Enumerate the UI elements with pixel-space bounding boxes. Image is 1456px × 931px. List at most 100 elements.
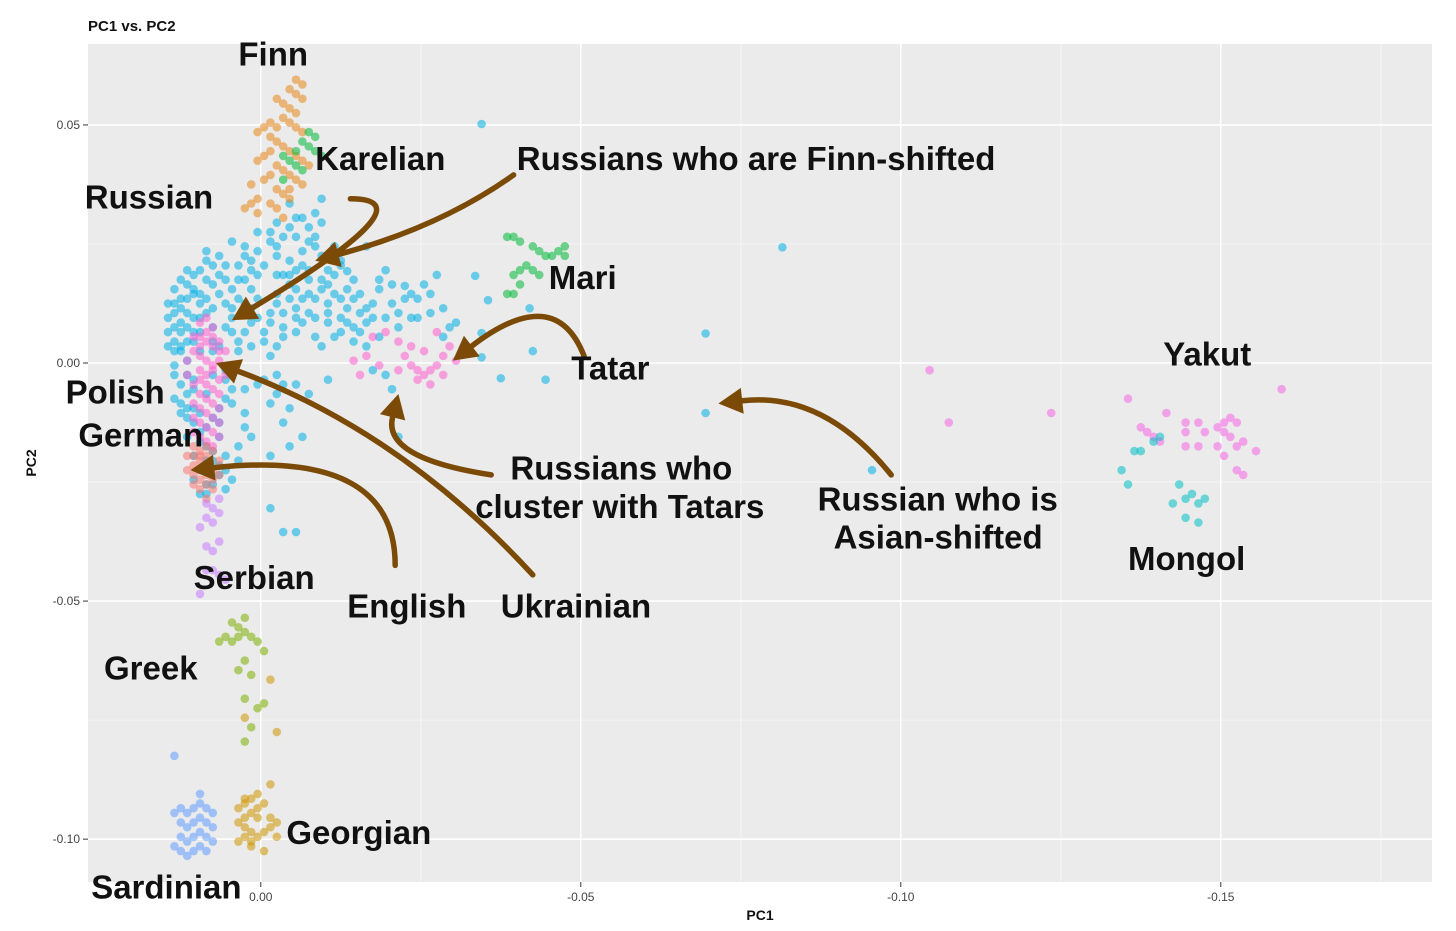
data-point xyxy=(240,656,250,665)
data-point xyxy=(214,494,224,504)
data-point xyxy=(195,418,205,427)
data-point xyxy=(1142,427,1152,437)
data-points xyxy=(163,75,1286,861)
x-tick-label: -0.05 xyxy=(567,890,595,904)
data-point xyxy=(189,818,198,827)
series-2 xyxy=(182,313,461,451)
data-point xyxy=(208,365,218,375)
data-point xyxy=(176,803,186,813)
data-point xyxy=(1181,427,1190,437)
major-gridlines xyxy=(88,44,1432,882)
data-point xyxy=(1232,442,1242,451)
data-point xyxy=(291,161,301,170)
data-point xyxy=(234,632,243,642)
data-point xyxy=(195,299,205,308)
data-point xyxy=(266,780,275,789)
data-point xyxy=(176,818,186,827)
data-point xyxy=(195,589,205,599)
data-point xyxy=(208,413,218,423)
arrow-shaft xyxy=(469,313,587,359)
data-point xyxy=(1219,427,1229,437)
data-point xyxy=(310,132,320,142)
data-point xyxy=(285,103,294,113)
data-point xyxy=(349,294,358,304)
data-point xyxy=(259,337,269,346)
data-point xyxy=(362,318,371,327)
data-point xyxy=(227,384,237,394)
data-point xyxy=(234,261,243,270)
group-labels: Finn Karelian Russians who are Finn-shifte… xyxy=(66,35,1252,905)
arrow-shaft xyxy=(388,414,494,478)
data-point xyxy=(195,827,205,837)
data-point xyxy=(278,232,288,242)
arrow-shaft xyxy=(211,462,398,569)
data-point xyxy=(362,342,371,351)
data-point xyxy=(701,329,710,338)
data-point xyxy=(1194,518,1203,527)
data-point xyxy=(189,284,198,294)
data-point xyxy=(221,394,230,404)
data-point xyxy=(387,280,397,289)
data-point xyxy=(285,184,294,194)
group-label: Serbian xyxy=(194,559,315,596)
data-point xyxy=(272,161,282,170)
x-axis-ticks: 0.00 -0.05 -0.10 -0.15 xyxy=(249,882,1235,904)
annotation-arrow xyxy=(379,393,494,478)
data-point xyxy=(266,146,275,156)
data-point xyxy=(778,243,787,252)
data-point xyxy=(163,299,173,308)
data-point xyxy=(176,346,186,356)
data-point xyxy=(355,370,365,380)
data-point xyxy=(240,832,250,842)
data-point xyxy=(278,151,288,161)
x-tick-label: 0.00 xyxy=(249,890,273,904)
data-point xyxy=(496,373,506,383)
arrow-head xyxy=(216,359,244,384)
data-point xyxy=(266,118,275,127)
data-point xyxy=(1181,442,1190,451)
data-point xyxy=(278,113,288,123)
annotation-arrow xyxy=(190,454,398,569)
data-point xyxy=(1219,418,1229,427)
data-point xyxy=(253,127,262,137)
data-point xyxy=(272,137,282,146)
data-point xyxy=(342,284,352,294)
group-label: Georgian xyxy=(286,814,431,851)
annotation-arrow xyxy=(718,387,894,478)
data-point xyxy=(291,108,301,118)
data-point xyxy=(202,565,211,575)
data-point xyxy=(298,137,307,146)
data-point xyxy=(240,242,250,251)
arrow-shaft xyxy=(335,172,517,258)
data-point xyxy=(317,275,326,284)
data-point xyxy=(170,308,179,318)
data-point xyxy=(253,803,262,813)
data-point xyxy=(355,308,365,318)
data-point xyxy=(1168,499,1178,508)
data-point xyxy=(310,242,320,251)
data-point xyxy=(214,289,224,299)
data-point xyxy=(253,637,262,646)
data-point xyxy=(310,313,320,323)
data-point xyxy=(195,332,205,342)
data-point xyxy=(304,275,314,284)
data-point xyxy=(240,408,250,418)
data-point xyxy=(234,442,243,451)
data-point xyxy=(944,418,954,427)
data-point xyxy=(221,575,230,584)
data-point xyxy=(240,822,250,832)
group-label: English xyxy=(347,588,466,625)
data-point xyxy=(547,251,557,261)
data-point xyxy=(1219,451,1229,461)
data-point xyxy=(214,570,224,580)
data-point xyxy=(170,394,179,404)
data-point xyxy=(253,703,262,713)
data-point xyxy=(170,346,179,356)
data-point xyxy=(368,313,378,323)
data-point xyxy=(246,841,256,851)
data-point xyxy=(509,289,518,299)
data-point xyxy=(208,446,218,456)
data-point xyxy=(534,246,544,256)
data-point xyxy=(240,813,250,823)
data-point xyxy=(400,281,410,291)
